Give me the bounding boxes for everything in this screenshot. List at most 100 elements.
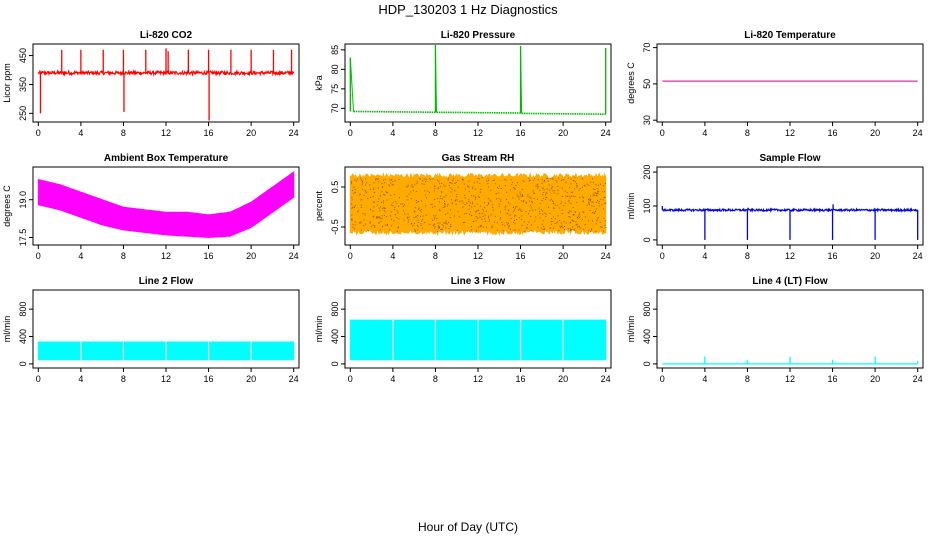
series-point	[507, 213, 509, 215]
series-point	[412, 225, 414, 227]
series-point	[525, 202, 527, 204]
series-point	[539, 217, 541, 219]
series-point	[576, 185, 578, 187]
series-point	[551, 177, 553, 179]
series-point	[472, 221, 474, 222]
series-point	[523, 180, 525, 182]
x-tick-label: 0	[348, 128, 353, 138]
series-point	[572, 191, 574, 193]
series-point	[456, 229, 458, 231]
series-point	[402, 206, 404, 207]
series-point	[439, 209, 441, 211]
series	[37, 171, 295, 239]
series-point	[422, 227, 424, 229]
series-point	[508, 225, 510, 227]
series-point	[545, 194, 546, 196]
series-point	[504, 206, 506, 208]
series-point	[540, 227, 542, 229]
x-tick-label: 24	[289, 374, 299, 384]
series-point	[407, 199, 409, 201]
series-point	[570, 202, 572, 204]
series-point	[535, 216, 537, 218]
x-tick-label: 24	[601, 128, 611, 138]
series-point	[537, 187, 539, 189]
series-point	[597, 190, 599, 192]
series-point	[599, 221, 601, 223]
series-point	[351, 183, 353, 185]
series-point	[413, 217, 415, 219]
series-point	[572, 220, 574, 222]
series-point	[513, 230, 515, 232]
series-point	[351, 196, 353, 198]
series-point	[439, 201, 440, 203]
series-point	[429, 223, 431, 225]
series-point	[369, 222, 371, 224]
series-point	[373, 182, 375, 184]
series-point	[569, 197, 571, 199]
series-point	[382, 226, 383, 227]
series-point	[570, 221, 571, 223]
series-point	[372, 215, 374, 217]
series-point	[541, 200, 543, 201]
series-point	[352, 223, 354, 225]
series-point	[589, 198, 591, 200]
series-point	[537, 179, 539, 181]
series-point	[389, 179, 391, 181]
series-point	[376, 215, 378, 217]
series-point	[476, 217, 478, 219]
series-point	[544, 198, 546, 200]
series-point	[468, 199, 470, 201]
panel-title: Gas Stream RH	[442, 153, 515, 164]
series-point	[360, 204, 362, 206]
y-tick-label: 0	[642, 361, 652, 366]
series-point	[550, 218, 552, 220]
series-point	[603, 185, 605, 187]
series-point	[434, 199, 436, 200]
series-point	[385, 224, 387, 226]
series-point	[353, 192, 355, 194]
series-point	[434, 227, 436, 229]
series-point	[425, 214, 427, 216]
series-point	[376, 178, 378, 180]
series-point	[360, 221, 362, 223]
series-point	[497, 187, 498, 189]
series-point	[481, 177, 483, 179]
series-point	[378, 217, 380, 219]
y-axis-label: ml/min	[314, 316, 324, 343]
x-tick-label: 16	[516, 374, 526, 384]
series-point	[480, 225, 482, 226]
series-point	[407, 184, 409, 186]
x-tick-label: 8	[121, 374, 126, 384]
series-point	[392, 202, 394, 204]
series-point	[551, 186, 553, 188]
series-point	[514, 229, 516, 231]
y-tick-label: 800	[18, 302, 28, 317]
series-point	[438, 226, 440, 228]
series-point	[383, 210, 385, 211]
series-point	[523, 221, 525, 223]
series-point	[381, 215, 383, 217]
series-point	[494, 215, 496, 217]
series-point	[488, 202, 490, 204]
y-tick-label: 800	[330, 302, 340, 317]
series-point	[508, 210, 509, 212]
series	[662, 356, 919, 365]
series-point	[581, 177, 583, 179]
series-point	[530, 230, 532, 232]
series-point	[491, 227, 493, 228]
series-point	[397, 227, 399, 229]
series-point	[572, 226, 574, 228]
x-tick-label: 20	[558, 374, 568, 384]
series-point	[574, 211, 576, 213]
series-point	[532, 190, 534, 192]
series-point	[464, 213, 466, 215]
series-point	[598, 190, 600, 192]
series-point	[492, 207, 494, 208]
series-point	[383, 215, 385, 216]
y-tick-label: 50	[642, 79, 652, 89]
series-point	[432, 219, 434, 221]
series-point	[595, 223, 597, 225]
series-point	[541, 179, 543, 181]
series-point	[420, 178, 422, 180]
